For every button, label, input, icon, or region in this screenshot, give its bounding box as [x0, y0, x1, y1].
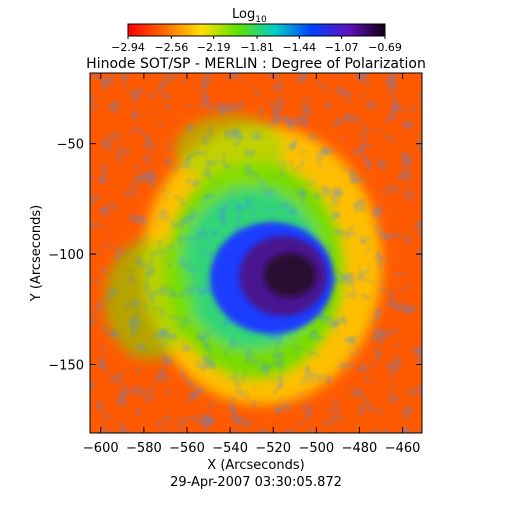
y-axis: −50 −100 −150	[48, 138, 422, 374]
sunspot-core	[264, 253, 316, 297]
x-axis-label: X (Arcseconds)	[207, 458, 304, 473]
colorbar-tick-label: −2.56	[155, 41, 189, 54]
x-tick-label: −600	[83, 441, 119, 456]
polarization-map	[90, 73, 422, 433]
y-tick-label: −50	[57, 138, 84, 153]
colorbar-frame	[127, 23, 386, 37]
x-tick-label: −480	[342, 441, 378, 456]
colorbar-tick-label: −1.81	[240, 41, 274, 54]
timestamp: 29-Apr-2007 03:30:05.872	[170, 475, 342, 490]
colorbar-ticks: −2.94 −2.56 −2.19 −1.81 −1.44 −1.07 −0.69	[111, 36, 402, 54]
colorbar-tick-label: −1.07	[325, 41, 359, 54]
chart-title: Hinode SOT/SP - MERLIN : Degree of Polar…	[86, 56, 426, 72]
colorbar-tick-label: −0.69	[368, 41, 402, 54]
x-tick-label: −520	[255, 441, 291, 456]
x-axis: −600 −580 −560 −540 −520 −500 −480 −460	[83, 73, 421, 456]
x-tick-label: −580	[126, 441, 162, 456]
x-tick-label: −560	[169, 441, 205, 456]
colorbar-tick-label: −2.94	[111, 41, 145, 54]
y-axis-label: Y (Arcseconds)	[29, 205, 44, 302]
colorbar-label: Log10	[232, 7, 267, 25]
x-tick-label: −540	[212, 441, 248, 456]
sunspot	[210, 222, 334, 334]
plot-frame	[89, 72, 423, 434]
colorbar: Log10 −2.94 −2.56 −2.19 −1.81 −1.44 −1.07 −0.6…	[111, 7, 402, 54]
x-tick-label: −500	[299, 441, 335, 456]
colorbar-gradient	[128, 24, 385, 36]
y-tick-label: −150	[48, 359, 84, 374]
colorbar-tick-label: −1.44	[282, 41, 316, 54]
y-tick-label: −100	[48, 248, 84, 263]
colorbar-tick-label: −2.19	[197, 41, 231, 54]
x-tick-label: −460	[385, 441, 421, 456]
